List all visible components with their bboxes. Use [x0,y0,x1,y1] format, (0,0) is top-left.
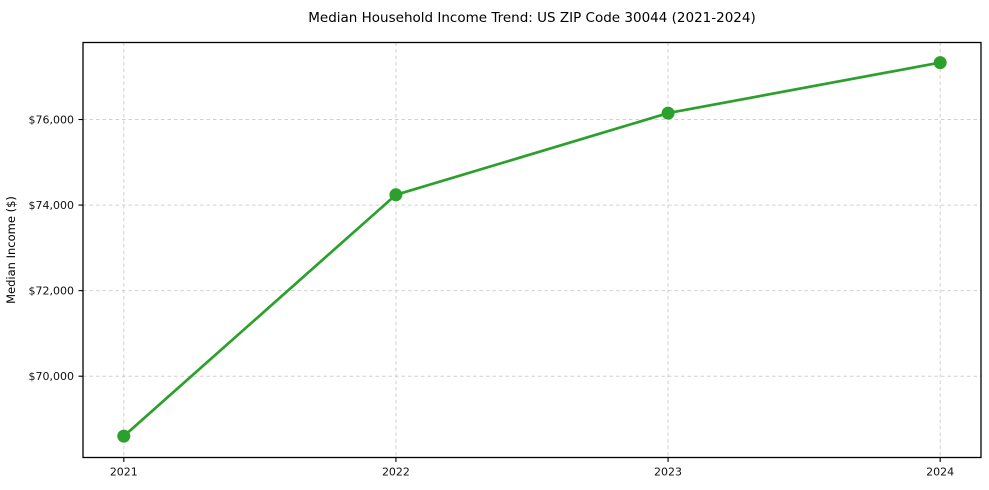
axes-border [82,41,982,459]
data-point [933,56,947,70]
x-tick-label: 2021 [110,466,138,479]
data-point [389,188,403,202]
chart-title: Median Household Income Trend: US ZIP Co… [308,10,756,26]
trend-line [122,61,942,438]
y-tick-label: $72,000 [29,285,75,298]
data-point [117,429,131,443]
data-point [661,106,675,120]
y-tick-label: $70,000 [29,370,75,383]
x-tick-label: 2022 [382,466,410,479]
x-tick-label: 2023 [654,466,682,479]
y-tick-label: $76,000 [29,114,75,127]
x-tick-label: 2024 [926,466,954,479]
y-axis-title: Median Income ($) [4,196,18,304]
plot-area: 2021 2022 2023 2024 $70,000 $72,000 $74,000 $76… [29,41,982,479]
y-tick-label: $74,000 [29,199,75,212]
